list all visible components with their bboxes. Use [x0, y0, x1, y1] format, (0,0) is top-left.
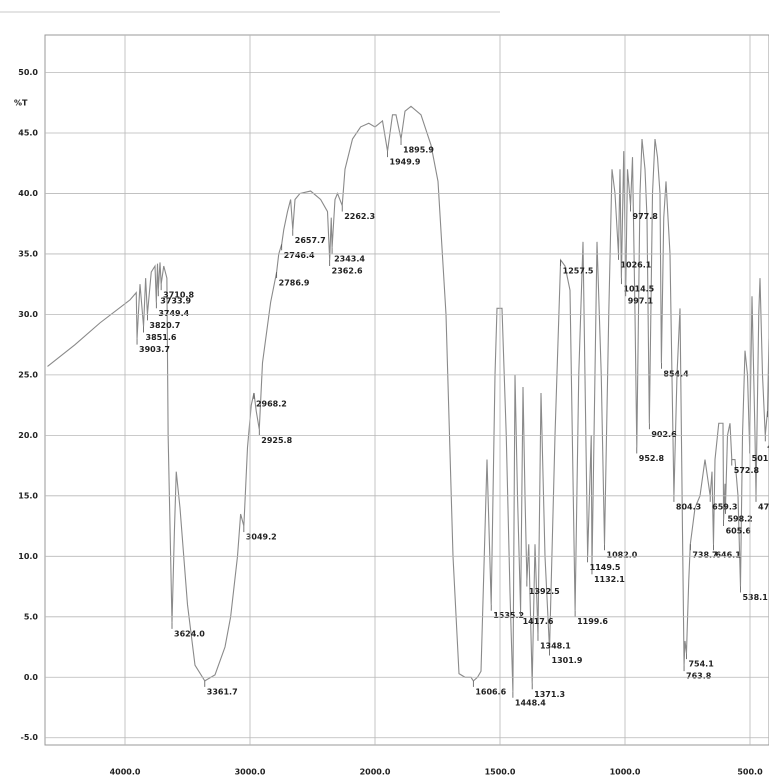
- peak-label: 1149.5: [590, 563, 621, 572]
- peak-label: 605.6: [726, 527, 752, 536]
- x-tick-label: 2000.0: [360, 768, 391, 777]
- peak-label: 1132.1: [594, 575, 625, 584]
- plot-frame: [44, 34, 769, 746]
- peak-label: 1301.9: [552, 656, 583, 665]
- y-tick-label: 15.0: [18, 491, 38, 500]
- y-tick-label: 25.0: [18, 370, 38, 379]
- y-axis-label: %T: [14, 99, 28, 108]
- peak-label: 3361.7: [207, 687, 238, 696]
- peak-label: 1535.2: [493, 611, 524, 620]
- peak-label: 3049.2: [246, 533, 277, 542]
- peak-label: 1417.6: [523, 617, 554, 626]
- peak-label: 2746.4: [284, 251, 315, 260]
- y-tick-label: -5.0: [21, 733, 39, 742]
- peak-label: 854.4: [663, 369, 689, 378]
- peak-label: 2343.4: [334, 254, 365, 263]
- x-tick-label: 4000.0: [110, 768, 141, 777]
- peak-label: 439.: [767, 442, 769, 451]
- y-tick-label: 40.0: [18, 189, 38, 198]
- peak-label: 2657.7: [295, 236, 326, 245]
- peak-label: 804.3: [676, 502, 701, 511]
- peak-label: 754.1: [688, 660, 714, 669]
- peak-label: 1949.9: [390, 158, 421, 167]
- x-tick-label: 1500.0: [485, 768, 516, 777]
- y-tick-label: 35.0: [18, 249, 38, 258]
- peak-label: 2362.6: [332, 266, 363, 275]
- peak-label: 997.1: [628, 297, 654, 306]
- peak-label: 3733.9: [160, 297, 191, 306]
- peak-label: 1371.3: [534, 690, 565, 699]
- y-tick-label: 0.0: [24, 673, 39, 682]
- peak-label: 1026.1: [620, 260, 651, 269]
- peak-label: 3710.8: [163, 291, 194, 300]
- peak-label: 952.8: [639, 454, 665, 463]
- peak-label: 598.2: [727, 514, 752, 523]
- peak-label: 1348.1: [540, 641, 571, 650]
- y-tick-label: 20.0: [18, 431, 38, 440]
- peak-label: 1392.5: [529, 587, 560, 596]
- y-tick-label: 50.0: [18, 68, 38, 77]
- peak-label: 646.1: [715, 551, 741, 560]
- y-tick-label: 10.0: [18, 552, 38, 561]
- peak-label: 902.6: [651, 430, 677, 439]
- peak-label: 1895.9: [403, 146, 434, 155]
- y-tick-label: 5.0: [24, 612, 39, 621]
- peak-label: 977.8: [633, 212, 659, 221]
- y-tick-label: 30.0: [18, 310, 38, 319]
- peak-label: 3820.7: [149, 321, 180, 330]
- peak-label: 1199.6: [577, 617, 608, 626]
- peak-label: 1448.4: [515, 698, 546, 707]
- peak-label: 659.3: [712, 502, 737, 511]
- peak-label: 1606.6: [475, 687, 506, 696]
- peak-label: 738.7: [692, 551, 717, 560]
- peak-label: 1014.5: [623, 285, 654, 294]
- peak-label: 1257.5: [563, 266, 594, 275]
- x-tick-label: 3000.0: [235, 768, 266, 777]
- peak-label: 1082.0: [607, 551, 638, 560]
- peak-label: 2968.2: [256, 400, 287, 409]
- spectrum-line: [47, 105, 769, 692]
- peak-label: 2786.9: [279, 279, 310, 288]
- peak-label: 501.5: [752, 454, 769, 463]
- peak-label: 3851.6: [146, 333, 177, 342]
- peak-label: 2262.3: [344, 212, 375, 221]
- peak-label: 538.1: [742, 593, 768, 602]
- x-tick-label: 500.0: [737, 768, 763, 777]
- peak-label: 3903.7: [139, 345, 170, 354]
- peak-label: 572.8: [734, 466, 760, 475]
- peak-label: 3749.4: [158, 309, 189, 318]
- peak-label: 2925.8: [261, 436, 292, 445]
- peak-label: 763.8: [686, 672, 712, 681]
- x-tick-label: 1000.0: [610, 768, 641, 777]
- y-tick-label: 45.0: [18, 128, 38, 137]
- peak-label: 3624.0: [174, 629, 205, 638]
- peak-label: 476.: [758, 502, 769, 511]
